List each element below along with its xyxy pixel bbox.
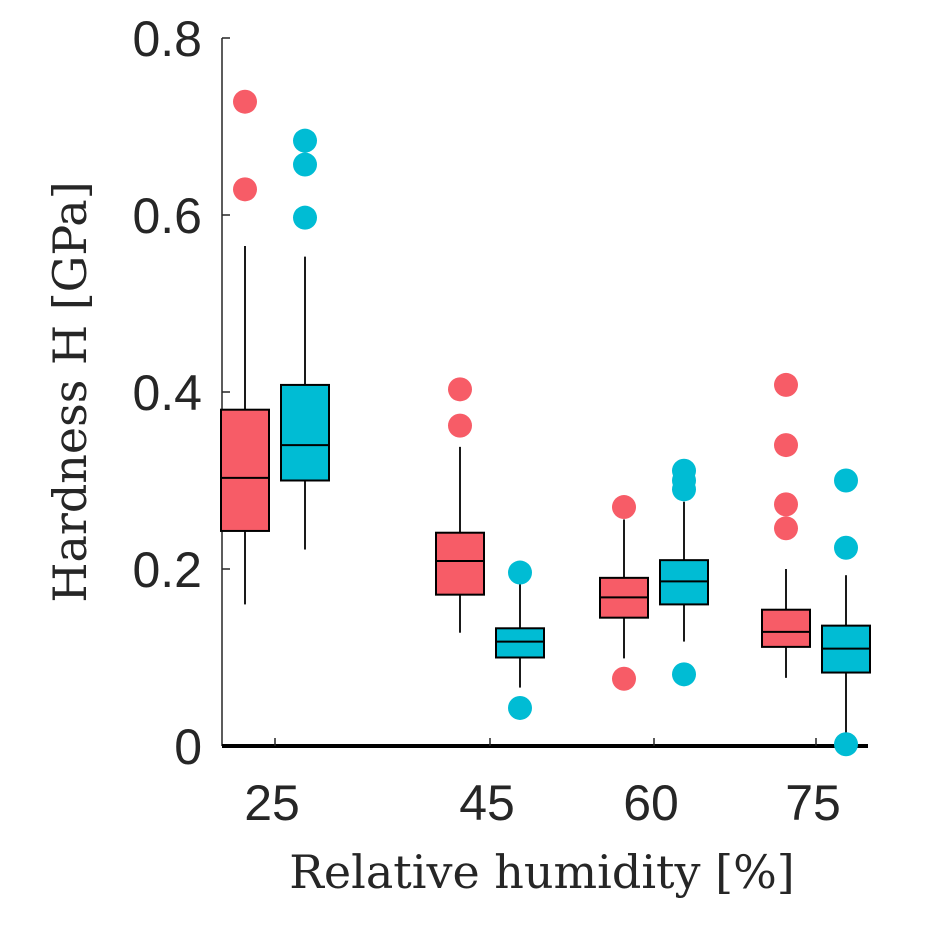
outlier-point — [293, 128, 317, 153]
box — [435, 531, 485, 596]
outlier-point — [834, 535, 858, 560]
outlier-point — [774, 492, 798, 517]
box-group — [220, 89, 270, 605]
outlier-point — [233, 177, 257, 202]
outlier-point — [293, 205, 317, 230]
outlier-point — [774, 433, 798, 458]
y-tick-label: 0.2 — [132, 542, 202, 598]
box — [761, 608, 811, 648]
box-group — [821, 468, 871, 757]
outlier-point — [834, 732, 858, 757]
outlier-point — [774, 516, 798, 541]
outlier-point — [612, 495, 636, 520]
x-axis-title: Relative humidity [%] — [289, 845, 794, 899]
box-group — [495, 560, 545, 720]
box-group — [280, 128, 330, 550]
y-tick-label: 0.8 — [132, 11, 202, 67]
outlier-point — [293, 152, 317, 177]
box-group — [599, 495, 649, 691]
box-group — [659, 458, 709, 687]
x-tick-label: 25 — [244, 775, 300, 831]
x-tick-label: 45 — [459, 775, 515, 831]
x-tick-label: 60 — [623, 775, 679, 831]
y-axis: 0 0.2 0.4 0.6 0.8 — [132, 11, 230, 775]
outlier-point — [672, 458, 696, 483]
outlier-point — [508, 560, 532, 585]
outlier-point — [774, 372, 798, 397]
x-tick-label: 75 — [785, 775, 841, 831]
box — [280, 383, 330, 482]
outlier-point — [612, 666, 636, 691]
box-group — [435, 377, 485, 633]
box-group — [761, 372, 811, 678]
outlier-point — [448, 413, 472, 438]
y-axis-title: Hardness H [GPa] — [43, 181, 97, 602]
outlier-point — [233, 89, 257, 114]
outlier-point — [508, 695, 532, 720]
y-tick-label: 0.4 — [132, 365, 202, 421]
box — [495, 627, 545, 659]
outlier-point — [672, 662, 696, 687]
y-tick-label: 0.6 — [132, 188, 202, 244]
x-axis: 25 45 60 75 — [222, 738, 868, 831]
box — [220, 408, 270, 532]
outlier-point — [448, 377, 472, 402]
box-series — [220, 89, 871, 757]
y-tick-label: 0 — [174, 719, 202, 775]
outlier-point — [834, 468, 858, 493]
